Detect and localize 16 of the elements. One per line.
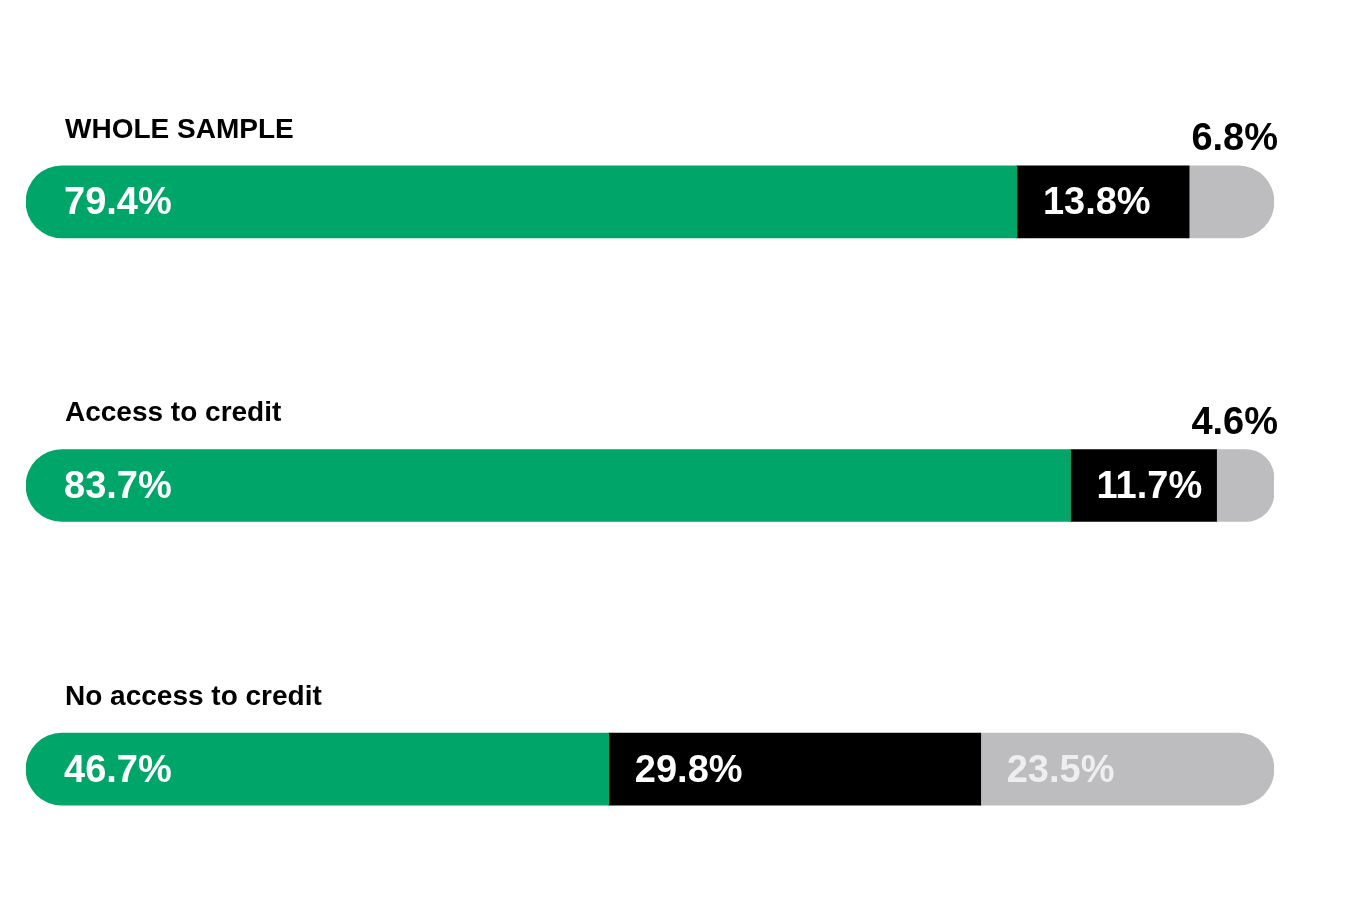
bar xyxy=(980,732,1274,806)
bar xyxy=(26,732,610,806)
data-label: 46.7% xyxy=(64,747,172,790)
data-label: 11.7% xyxy=(1096,463,1203,506)
y-tick-label: WHOLE SAMPLE xyxy=(65,112,294,144)
y-tick-label: No access to credit xyxy=(65,679,322,711)
bar xyxy=(26,165,1018,239)
data-label: 13.8% xyxy=(1042,180,1151,223)
y-tick-label: Access to credit xyxy=(65,396,282,428)
bar xyxy=(608,732,982,806)
data-label: 4.6% xyxy=(1191,399,1278,442)
data-label: 83.7% xyxy=(64,463,172,506)
data-label: 6.8% xyxy=(1191,116,1278,159)
data-label: 29.8% xyxy=(634,747,743,790)
data-label: 79.4% xyxy=(64,180,172,223)
bar xyxy=(26,449,1071,522)
